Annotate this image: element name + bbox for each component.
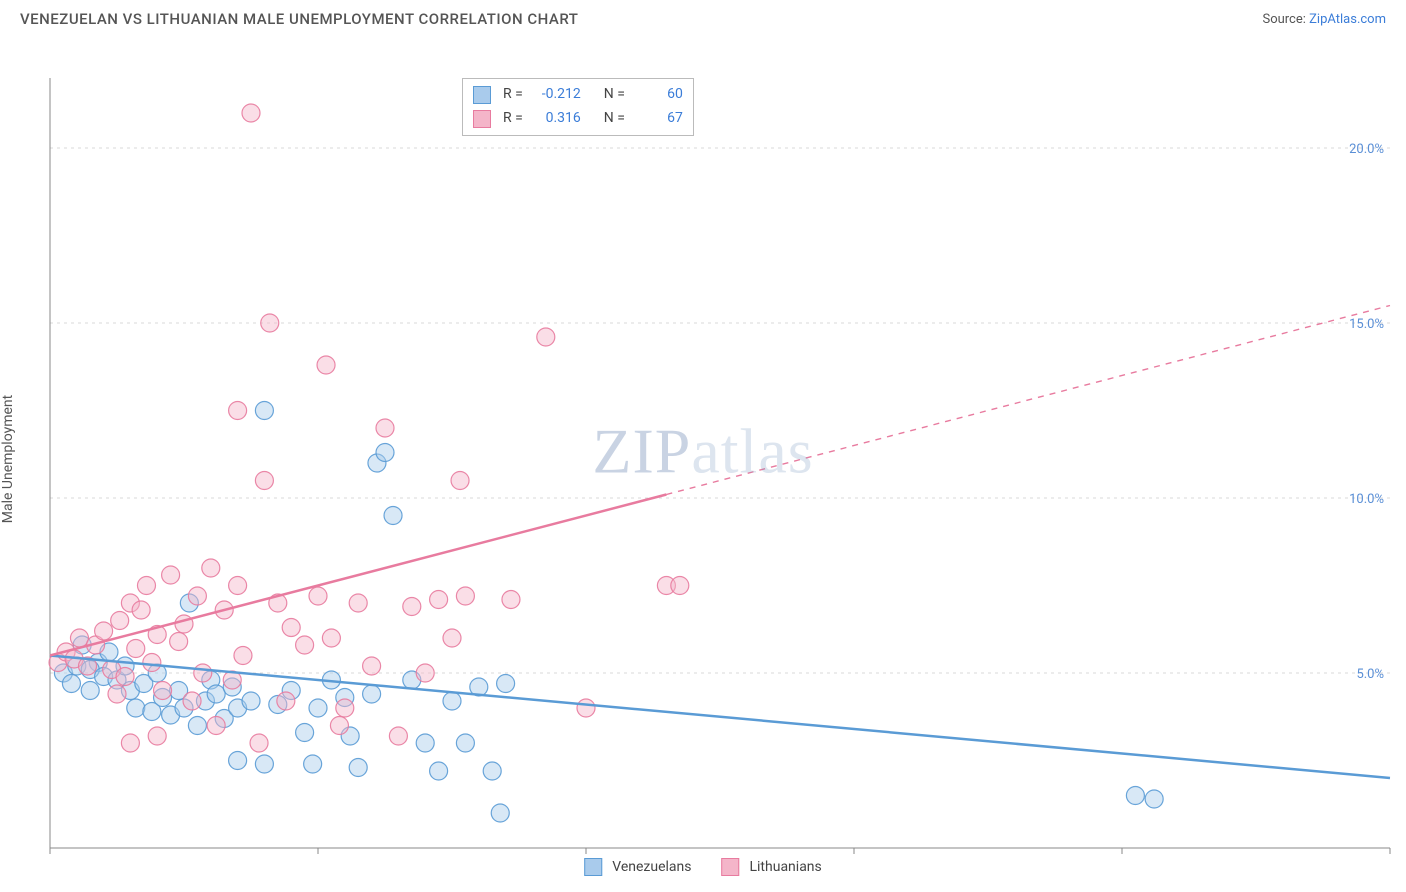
data-point [62,675,80,693]
data-point [336,699,354,717]
data-point [207,717,225,735]
data-point [416,734,434,752]
stats-row: R =0.316 N =67 [473,107,683,131]
data-point [95,622,113,640]
data-point [229,752,247,770]
data-point [282,619,300,637]
scatter-chart: 5.0%10.0%15.0%20.0%0.0%50.0% [0,34,1406,854]
data-point [137,577,155,595]
data-point [416,664,434,682]
svg-text:15.0%: 15.0% [1349,317,1384,332]
stats-row: R =-0.212 N =60 [473,83,683,107]
data-point [376,419,394,437]
data-point [242,692,260,710]
trend-line-dashed [666,306,1390,495]
data-point [127,699,145,717]
data-point [143,654,161,672]
data-point [322,629,340,647]
data-point [255,472,273,490]
data-point [537,328,555,346]
trend-line [50,495,666,656]
data-point [671,577,689,595]
data-point [384,507,402,525]
data-point [81,682,99,700]
data-point [456,734,474,752]
data-point [1126,787,1144,805]
data-point [121,734,139,752]
source-link[interactable]: ZipAtlas.com [1309,12,1386,27]
data-point [170,633,188,651]
data-point [451,472,469,490]
data-point [242,104,260,122]
data-point [363,685,381,703]
legend-item: Lithuanians [721,858,821,876]
data-point [363,657,381,675]
bottom-legend: Venezuelans Lithuanians [584,858,822,876]
data-point [132,601,150,619]
data-point [456,587,474,605]
data-point [349,594,367,612]
data-point [229,402,247,420]
data-point [229,577,247,595]
data-point [154,682,172,700]
data-point [309,587,327,605]
svg-text:5.0%: 5.0% [1356,667,1384,682]
data-point [296,724,314,742]
data-point [296,636,314,654]
data-point [443,629,461,647]
data-point [389,727,407,745]
data-point [502,591,520,609]
data-point [250,734,268,752]
data-point [304,755,322,773]
data-point [403,598,421,616]
data-point [108,685,126,703]
data-point [234,647,252,665]
data-point [1145,790,1163,808]
data-point [317,356,335,374]
data-point [309,699,327,717]
series-swatch [473,110,491,128]
data-point [188,587,206,605]
legend-item: Venezuelans [584,858,691,876]
legend-swatch [584,858,602,876]
data-point [162,566,180,584]
data-point [491,804,509,822]
data-point [497,675,515,693]
chart-title: VENEZUELAN VS LITHUANIAN MALE UNEMPLOYME… [20,10,578,28]
stats-box: R =-0.212 N =60 R =0.316 N =67 [462,78,694,136]
data-point [430,591,448,609]
data-point [183,692,201,710]
source-label: Source: ZipAtlas.com [1262,12,1386,27]
data-point [127,640,145,658]
data-point [483,762,501,780]
data-point [70,629,88,647]
svg-text:10.0%: 10.0% [1349,492,1384,507]
trend-line [50,656,1390,779]
series-swatch [473,86,491,104]
data-point [376,444,394,462]
data-point [261,314,279,332]
data-point [207,685,225,703]
data-point [111,612,129,630]
data-point [255,402,273,420]
data-point [430,762,448,780]
y-axis-label: Male Unemployment [0,395,16,523]
data-point [255,755,273,773]
data-point [202,559,220,577]
data-point [116,668,134,686]
data-point [148,727,166,745]
data-point [349,759,367,777]
legend-swatch [721,858,739,876]
data-point [577,699,595,717]
data-point [443,692,461,710]
data-point [277,692,295,710]
data-point [194,664,212,682]
chart-container: Male Unemployment 5.0%10.0%15.0%20.0%0.0… [0,34,1406,884]
data-point [330,717,348,735]
svg-text:20.0%: 20.0% [1349,142,1384,157]
data-point [188,717,206,735]
